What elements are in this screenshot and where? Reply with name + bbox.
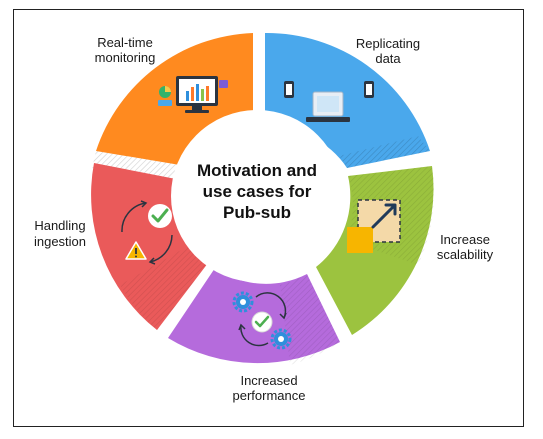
label-replicating-line-2: data [375, 51, 401, 66]
label-performance-line-1: Increased [240, 373, 297, 388]
center-hub [171, 110, 343, 282]
scale-up-arrow-icon [347, 199, 401, 253]
label-scalability-line-1: Increase [440, 232, 490, 247]
center-title-line-2: use cases for [203, 182, 312, 201]
monitor-dashboard-icon [158, 76, 228, 113]
cycle-warning-check-icon [121, 200, 173, 265]
segment-handling-ingestion [91, 163, 208, 330]
gears-check-icon [232, 291, 292, 350]
devices-sync-icon [284, 81, 374, 122]
label-ingestion-line-1: Handling [34, 218, 85, 233]
center-title-line-1: Motivation and [197, 161, 317, 180]
center-title-line-3: Pub-sub [223, 203, 291, 222]
label-real-time-line-1: Real-time [97, 35, 153, 50]
label-ingestion-line-2: ingestion [34, 234, 86, 249]
label-scalability-line-2: scalability [437, 247, 494, 262]
label-real-time-line-2: monitoring [95, 50, 156, 65]
label-replicating-line-1: Replicating [356, 36, 420, 51]
label-performance-line-2: performance [233, 388, 306, 403]
